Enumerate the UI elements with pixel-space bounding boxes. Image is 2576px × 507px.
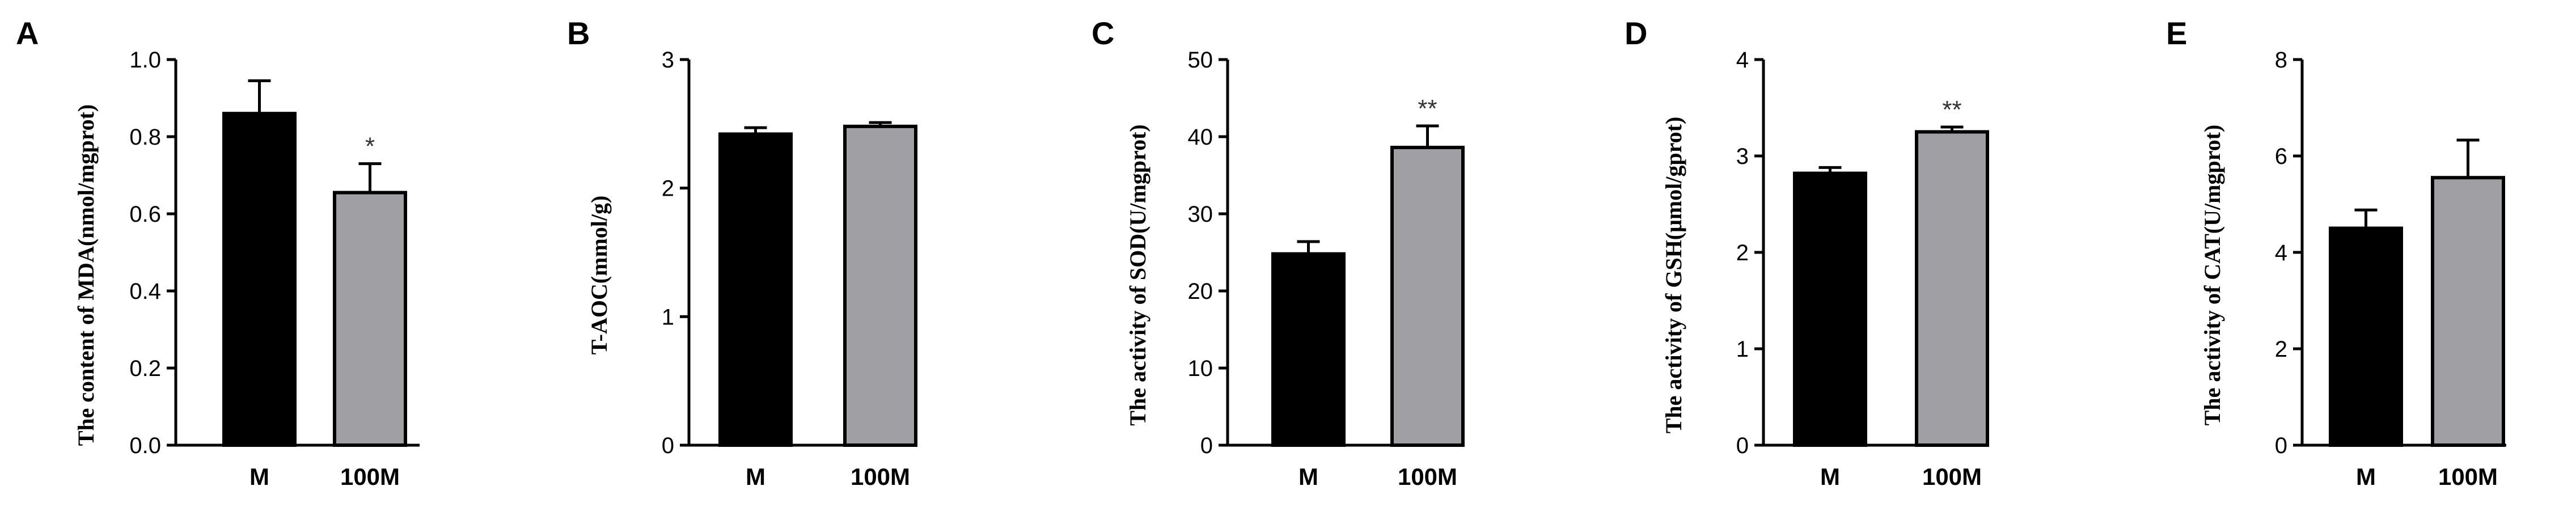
category-label: M bbox=[1820, 463, 1840, 490]
category-label: M bbox=[1298, 463, 1318, 490]
category-label: 100M bbox=[1398, 463, 1457, 490]
y-tick-label: 0 bbox=[662, 433, 674, 458]
category-label: 100M bbox=[1922, 463, 1982, 490]
panel-d: D 0 1 2 3 4 The activity of GSH(μmol/gprot) M **… bbox=[1625, 15, 1989, 490]
y-tick-label: 50 bbox=[1188, 48, 1213, 73]
y-tick-label: 2 bbox=[2275, 337, 2287, 362]
bar-m bbox=[222, 112, 297, 447]
y-axis-label: The activity of SOD(U/mgprot) bbox=[1125, 124, 1150, 425]
panel-letter: A bbox=[16, 15, 39, 51]
bar-m bbox=[2329, 226, 2403, 447]
panel-letter: C bbox=[1092, 15, 1114, 51]
y-tick-label: 40 bbox=[1188, 125, 1213, 150]
category-label: 100M bbox=[340, 463, 400, 490]
y-axis-label: T-AOC(mmol/g) bbox=[586, 196, 612, 355]
panel-b: B 0 1 2 3 T-AOC(mmol/g) M 100M bbox=[567, 15, 917, 490]
y-tick-label: 3 bbox=[662, 48, 674, 73]
significance-mark: ** bbox=[1418, 95, 1437, 122]
y-tick-label: 3 bbox=[1736, 144, 1749, 169]
y-tick-label: 2 bbox=[662, 176, 674, 201]
panel-letter: E bbox=[2166, 15, 2187, 51]
y-axis-label: The content of MDA(nmol/mgprot) bbox=[73, 104, 99, 446]
y-tick-label: 0.2 bbox=[129, 356, 161, 381]
y-tick-label: 0.4 bbox=[129, 279, 161, 304]
bar-100m bbox=[1390, 146, 1465, 447]
bar-m bbox=[1793, 171, 1867, 447]
y-axis-label: The activity of CAT(U/mgprot) bbox=[2199, 125, 2225, 426]
y-tick-label: 4 bbox=[1736, 48, 1749, 73]
panel-letter: B bbox=[567, 15, 590, 51]
category-label: M bbox=[249, 463, 269, 490]
bar-m bbox=[718, 132, 793, 447]
y-tick-label: 1 bbox=[662, 305, 674, 329]
y-axis-label: The activity of GSH(μmol/gprot) bbox=[1661, 117, 1686, 434]
y-tick-label: 30 bbox=[1188, 202, 1213, 227]
category-label: M bbox=[2356, 463, 2376, 490]
y-tick-label: 1 bbox=[1736, 337, 1749, 362]
panel-c: C 0 10 20 30 40 50 The activity of SOD(U/mgprot… bbox=[1092, 15, 1465, 490]
category-label: 100M bbox=[2438, 463, 2498, 490]
y-tick-label: 1.0 bbox=[129, 48, 161, 73]
panel-letter: D bbox=[1625, 15, 1647, 51]
y-tick-label: 0.8 bbox=[129, 125, 161, 150]
y-tick-label: 2 bbox=[1736, 240, 1749, 265]
y-tick-label: 0 bbox=[1736, 433, 1749, 458]
y-tick-label: 4 bbox=[2275, 240, 2287, 265]
panel-e: E 0 2 4 6 8 The activity of CAT(U/mgprot) M 100M bbox=[2166, 15, 2506, 490]
y-tick-label: 10 bbox=[1188, 356, 1213, 381]
y-tick-label: 0.0 bbox=[129, 433, 161, 458]
category-label: M bbox=[746, 463, 765, 490]
panel-a: A 0.0 0.2 0.4 0.6 0.8 1.0 The content of MDA(nm… bbox=[16, 15, 420, 490]
y-tick-label: 0.6 bbox=[129, 202, 161, 227]
category-label: 100M bbox=[851, 463, 910, 490]
y-tick-label: 6 bbox=[2275, 144, 2287, 169]
y-tick-label: 0 bbox=[1200, 433, 1213, 458]
bar-100m bbox=[333, 191, 407, 447]
bar-100m bbox=[1915, 130, 1989, 447]
significance-mark: * bbox=[365, 133, 375, 160]
significance-mark: ** bbox=[1942, 96, 1961, 124]
y-tick-label: 8 bbox=[2275, 48, 2287, 73]
bar-m bbox=[1271, 252, 1346, 447]
y-tick-label: 0 bbox=[2275, 433, 2287, 458]
bar-100m bbox=[843, 124, 917, 447]
bar-100m bbox=[2431, 176, 2505, 447]
y-tick-label: 20 bbox=[1188, 279, 1213, 304]
